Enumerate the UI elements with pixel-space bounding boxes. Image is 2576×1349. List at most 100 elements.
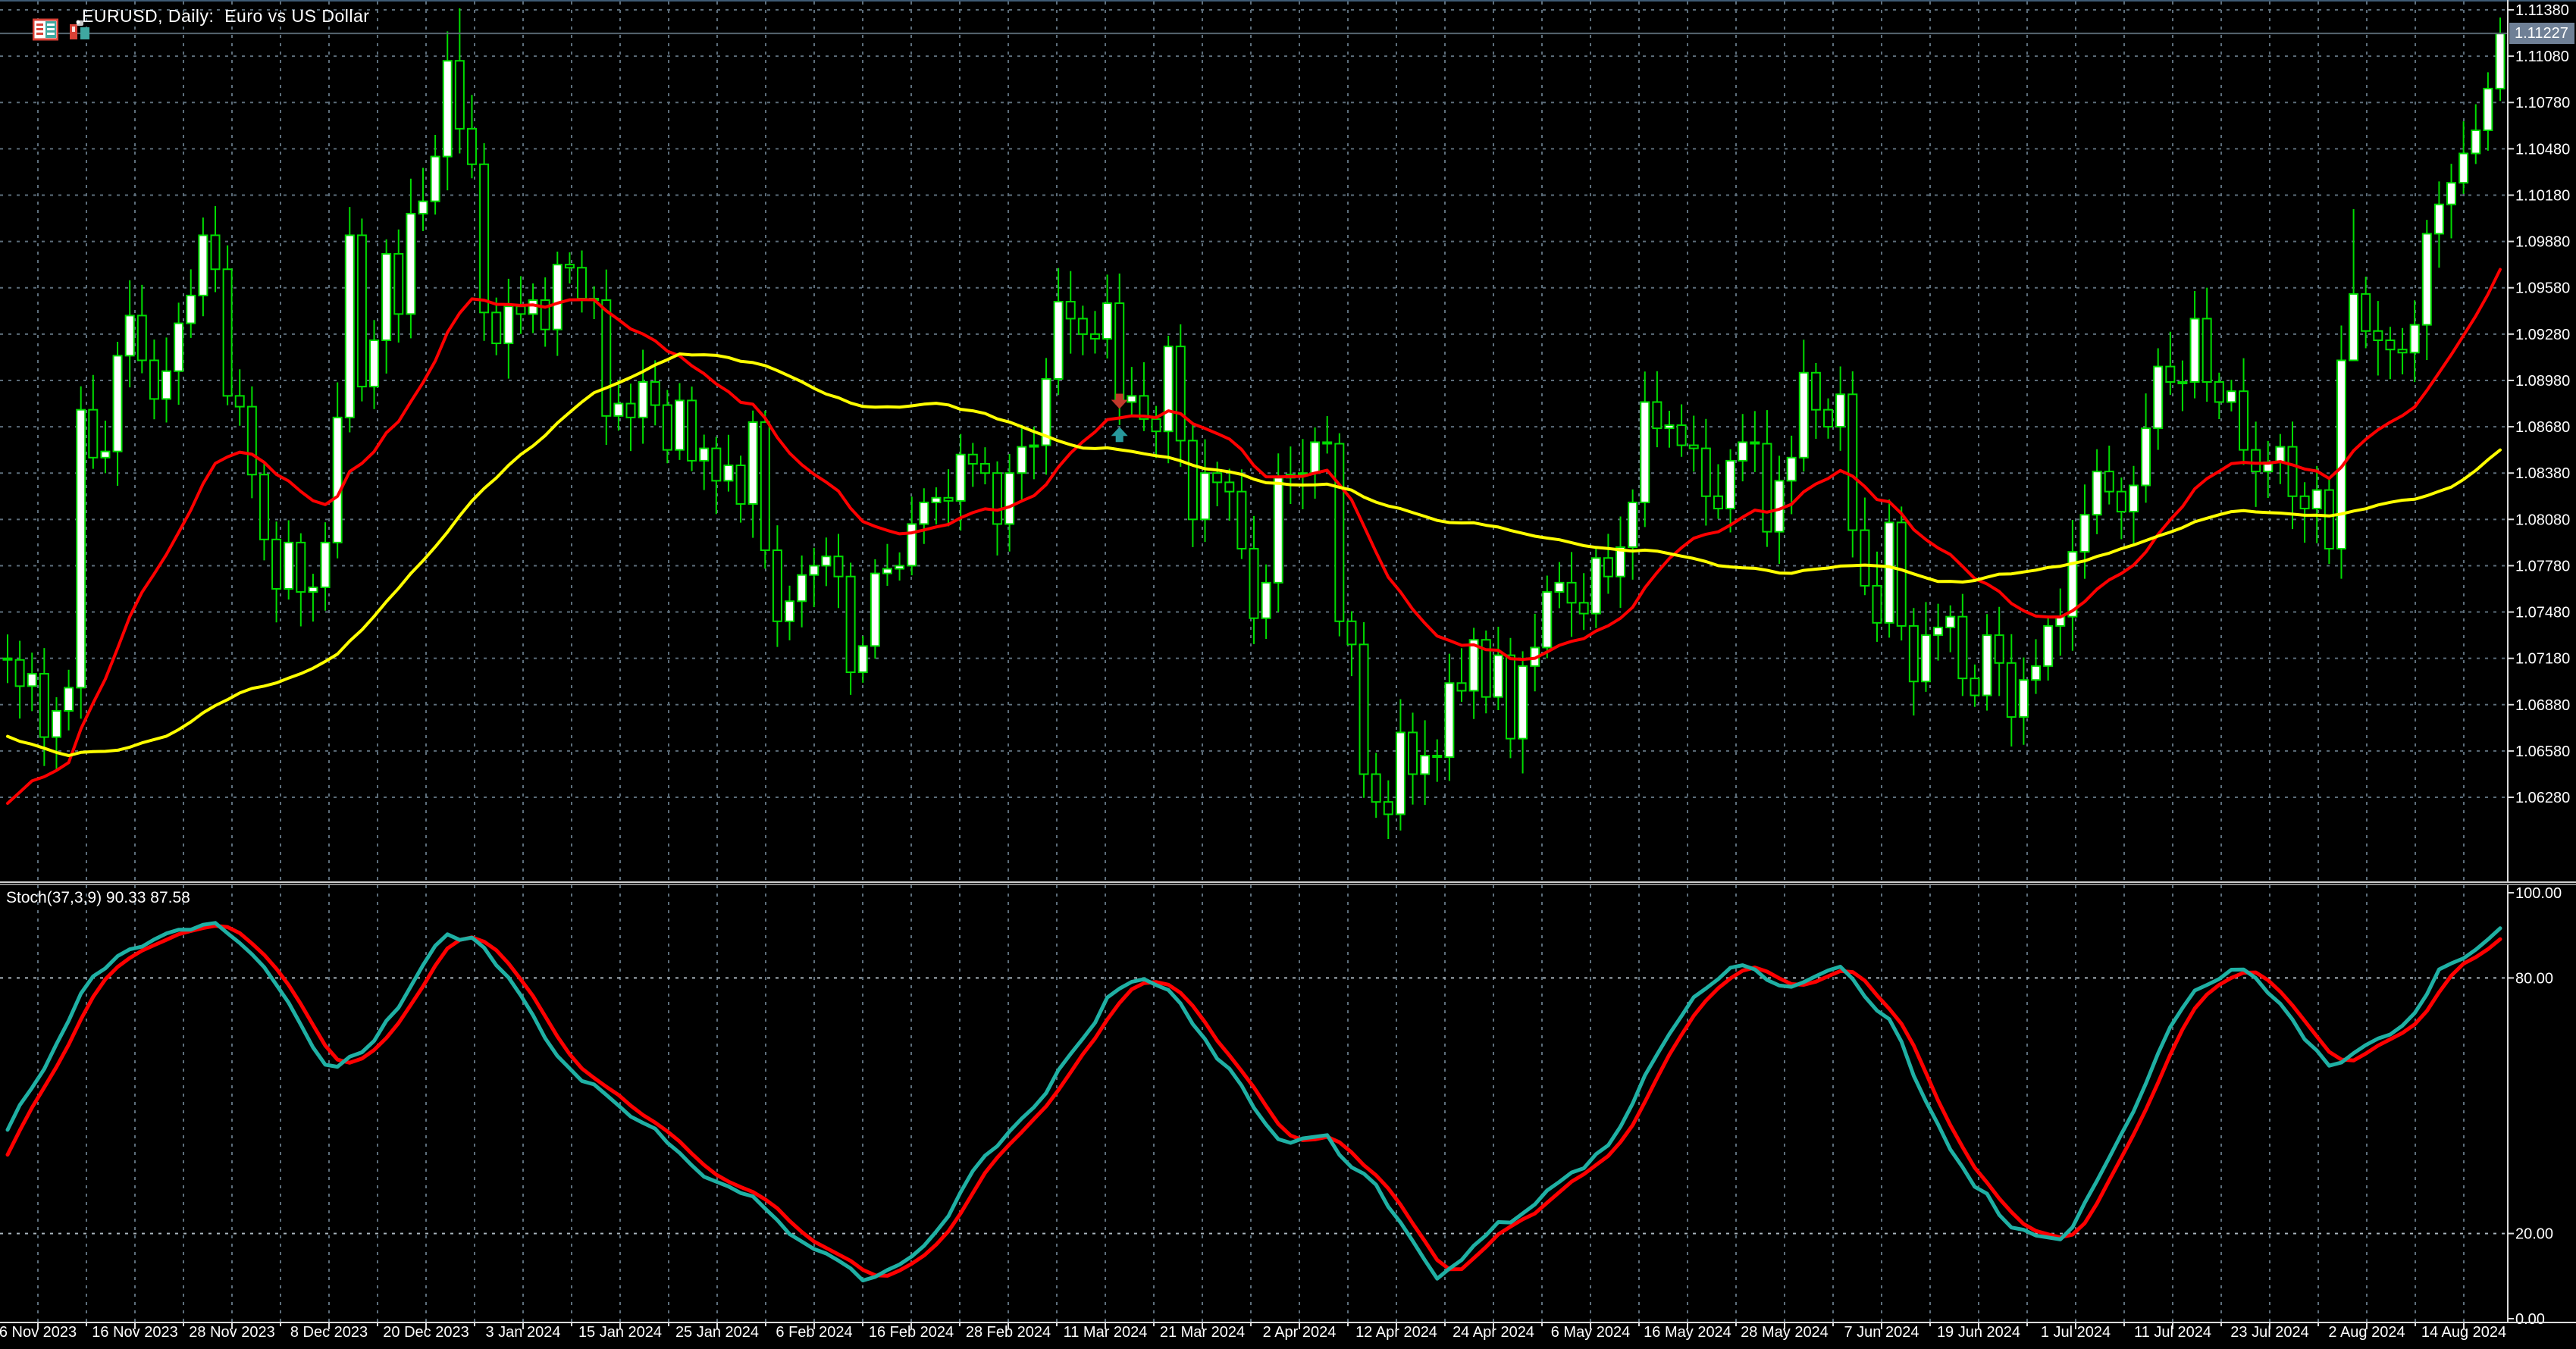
candle-body: [1053, 301, 1064, 380]
candle-body: [1640, 401, 1650, 503]
indicator-label: Stoch(37,3,9) 90.33 87.58: [6, 889, 190, 906]
time-axis-label: 12 Apr 2024: [1355, 1324, 1437, 1341]
candle-body: [2226, 390, 2236, 403]
ma-fast-line: [6, 268, 2502, 805]
time-axis-label: 15 Jan 2024: [578, 1324, 662, 1341]
candle-body: [979, 462, 990, 474]
candle-body: [1628, 501, 1638, 548]
candle-body: [1089, 333, 1100, 340]
price-axis-label: 1.06880: [2515, 697, 2570, 714]
candle-body: [1970, 678, 1980, 696]
price-axis-label: 1.08680: [2515, 419, 2570, 436]
candle-body: [1481, 639, 1491, 698]
candle-body: [1408, 731, 1418, 775]
candle-body: [662, 404, 672, 451]
stochastic-pane[interactable]: [0, 921, 2508, 1283]
candle-body: [1224, 481, 1235, 493]
bar-chart-icon[interactable]: [47, 5, 89, 39]
candle-body: [2128, 484, 2139, 513]
time-axis-label: 19 Jun 2024: [1937, 1324, 2020, 1341]
candle-body: [2251, 449, 2261, 473]
candle-body: [1725, 459, 1736, 510]
pane-separator[interactable]: [0, 881, 2576, 885]
main-price-pane[interactable]: [0, 8, 2508, 840]
candle-body: [735, 465, 746, 505]
price-axis-label: 1.07480: [2515, 605, 2570, 621]
candle-body: [1688, 444, 1699, 449]
candle-body: [1200, 472, 1211, 521]
candle-body: [2141, 427, 2151, 487]
candle-body: [27, 673, 37, 687]
candle-body: [2177, 380, 2188, 384]
indicator-list-icon[interactable]: [12, 5, 59, 41]
candle-body: [821, 556, 832, 567]
candle-body: [1798, 371, 1809, 459]
candle-body: [931, 496, 942, 503]
candle-body: [1187, 440, 1198, 521]
candle-body: [772, 549, 782, 622]
time-axis-label: 14 Aug 2024: [2421, 1324, 2506, 1341]
candle-body: [2483, 87, 2493, 131]
chart-title: EURUSD, Daily: Euro vs US Dollar: [82, 5, 370, 26]
candle-body: [1566, 581, 1577, 604]
candle-body: [2275, 446, 2286, 463]
candle-body: [503, 305, 514, 345]
candle-body: [711, 447, 722, 482]
candle-body: [1065, 301, 1076, 320]
candle-body: [613, 402, 624, 417]
candle-body: [2373, 330, 2383, 341]
time-axis-label: 16 May 2024: [1644, 1324, 1731, 1341]
candle-body: [845, 575, 856, 674]
trade-arrow-markers: [1111, 393, 1128, 443]
candle-body: [1823, 408, 1834, 428]
time-axis-label: 6 May 2024: [1551, 1324, 1631, 1341]
candle-body: [1518, 665, 1528, 740]
candle-body: [1334, 443, 1345, 622]
time-axis-label: 16 Nov 2023: [92, 1324, 177, 1341]
candle-body: [809, 565, 819, 576]
price-axis[interactable]: 1.11380 1.11080 1.10780 1.10480 1.10180 1.098…: [2507, 0, 2570, 1328]
candle-body: [2495, 33, 2505, 89]
candle-body: [2104, 471, 2114, 493]
candle-body: [1750, 441, 1760, 445]
candle-body: [2421, 233, 2432, 326]
candle-body: [1713, 495, 1723, 510]
candle-body: [1920, 634, 1931, 683]
candle-body: [1077, 318, 1088, 335]
candle-body: [2189, 318, 2200, 383]
time-axis-label: 28 May 2024: [1741, 1324, 1829, 1341]
candle-body: [1994, 634, 2004, 664]
candle-body: [1420, 755, 1431, 775]
time-axis-label: 6 Nov 2023: [0, 1324, 77, 1341]
price-axis-label: 1.06580: [2515, 743, 2570, 760]
candle-body: [1603, 557, 1613, 577]
grid-lines: [0, 0, 2576, 1322]
candle-body: [39, 673, 49, 738]
candle-body: [528, 299, 538, 315]
time-axis[interactable]: 6 Nov 2023 16 Nov 2023 28 Nov 2023 8 Dec 20…: [0, 1322, 2576, 1341]
price-axis-label: 1.10180: [2515, 187, 2570, 204]
candle-body: [601, 299, 612, 417]
candle-body: [797, 574, 807, 603]
candle-body: [76, 408, 86, 689]
candle-body: [51, 709, 61, 738]
candle-body: [1982, 634, 1992, 696]
candle-body: [1212, 472, 1223, 484]
price-axis-label: 1.08080: [2515, 512, 2570, 528]
candle-body: [1615, 546, 1626, 577]
candle-body: [174, 322, 184, 372]
candle-body: [393, 252, 404, 315]
price-axis-label: 1.09580: [2515, 280, 2570, 297]
time-axis-label: 2 Aug 2024: [2328, 1324, 2405, 1341]
candle-body: [1139, 395, 1149, 420]
time-axis-label: 28 Feb 2024: [966, 1324, 1051, 1341]
candle-body: [430, 155, 440, 202]
price-axis-label: 1.10480: [2515, 141, 2570, 158]
candle-body: [895, 565, 905, 570]
candle-body: [747, 421, 758, 505]
candle-body: [992, 472, 1003, 525]
candle-body: [1542, 591, 1553, 649]
stoch-axis-label: 80.00: [2515, 970, 2553, 987]
candle-body: [1041, 377, 1051, 446]
